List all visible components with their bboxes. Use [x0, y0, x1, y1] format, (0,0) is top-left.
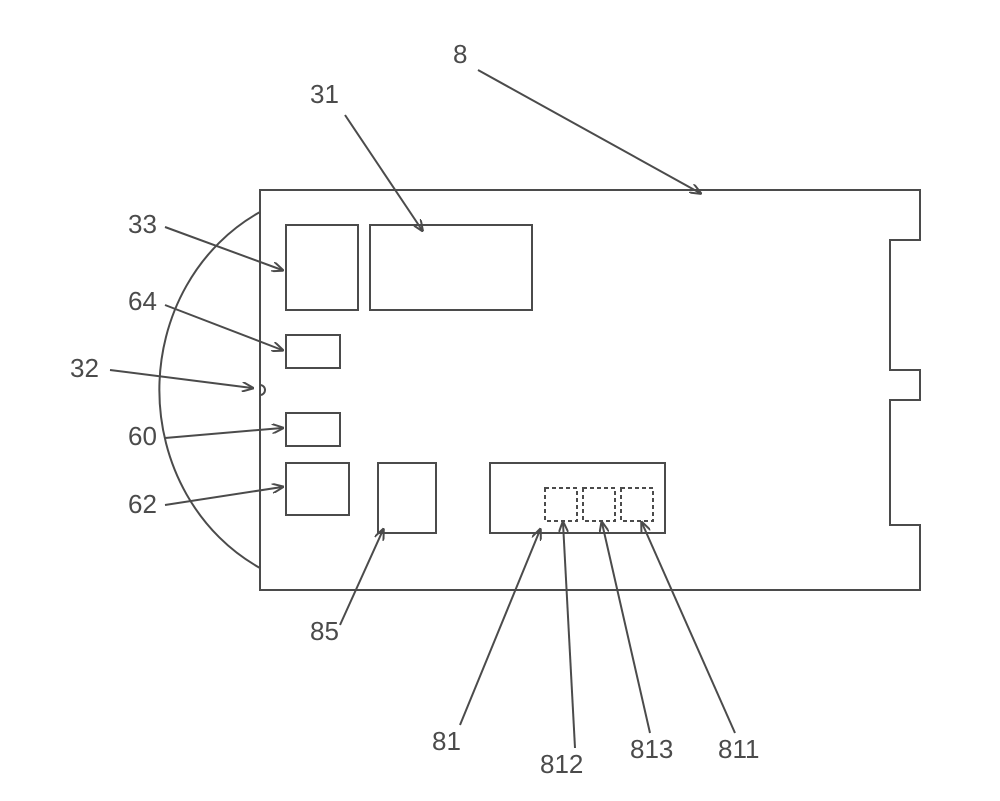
block-r812 — [545, 488, 577, 521]
label-l811: 811 — [718, 734, 759, 764]
leader-a33 — [165, 227, 282, 270]
block-r813 — [583, 488, 615, 521]
leader-a31 — [345, 115, 422, 230]
block-r64 — [286, 335, 340, 368]
label-l813: 813 — [630, 734, 673, 764]
label-l32: 32 — [70, 353, 99, 383]
leader-a62 — [165, 487, 282, 505]
label-l8: 8 — [453, 39, 467, 69]
label-l62: 62 — [128, 489, 157, 519]
label-l85: 85 — [310, 616, 339, 646]
leader-a811 — [642, 523, 735, 733]
label-l81: 81 — [432, 726, 461, 756]
label-l64: 64 — [128, 286, 157, 316]
block-r85 — [378, 463, 436, 533]
leader-a813 — [602, 523, 650, 733]
leader-a32 — [110, 370, 252, 388]
block-r62 — [286, 463, 349, 515]
label-l31: 31 — [310, 79, 339, 109]
leader-a85 — [340, 530, 383, 625]
block-r60 — [286, 413, 340, 446]
leader-a8 — [478, 70, 700, 193]
leader-a60 — [165, 428, 282, 438]
leader-a812 — [563, 523, 575, 748]
block-r31 — [370, 225, 532, 310]
label-l60: 60 — [128, 421, 157, 451]
block-r811 — [621, 488, 653, 521]
leader-a81 — [460, 530, 540, 725]
label-l33: 33 — [128, 209, 157, 239]
block-r33 — [286, 225, 358, 310]
leader-a64 — [165, 305, 282, 350]
label-l812: 812 — [540, 749, 583, 779]
